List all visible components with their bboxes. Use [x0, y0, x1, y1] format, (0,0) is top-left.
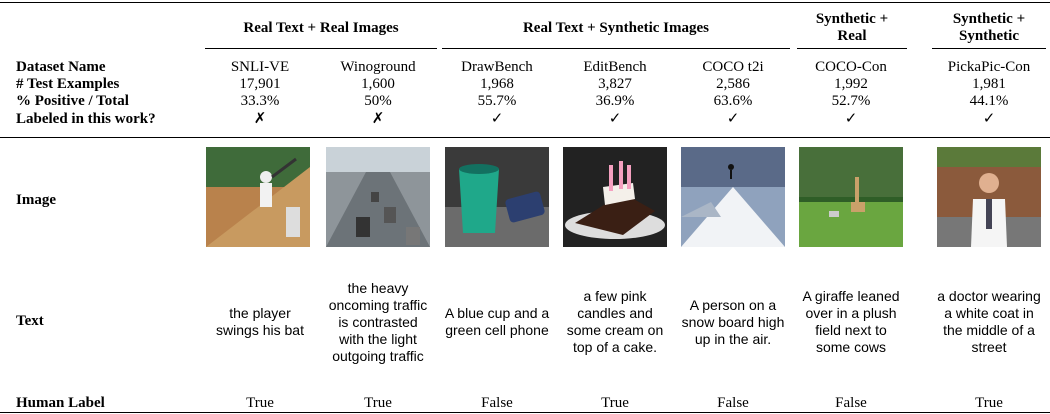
cell: 17,901 — [239, 76, 281, 92]
row-label: Image — [16, 192, 56, 208]
cell: ✓ — [844, 111, 858, 127]
image-cup — [445, 147, 549, 247]
top-rule — [0, 2, 1050, 3]
cell: Winoground — [340, 59, 416, 75]
row-label: Labeled in this work? — [16, 111, 156, 127]
cell: ✗ — [253, 111, 267, 127]
cell: 63.6% — [713, 93, 753, 109]
cell: 1,992 — [834, 76, 868, 92]
image-cake — [563, 147, 667, 247]
text-cell: A giraffe leaned over in a plush field n… — [802, 288, 900, 355]
image-traffic — [326, 147, 430, 247]
cell: EditBench — [583, 59, 647, 75]
group-header: Real Text + Synthetic Images — [522, 20, 710, 36]
text-cell: A blue cup and a green cell phone — [444, 305, 550, 338]
mid-rule — [0, 137, 1050, 138]
cell: 3,827 — [598, 76, 632, 92]
row-label: Text — [16, 313, 44, 329]
cell: ✗ — [371, 111, 385, 127]
row-label: # Test Examples — [16, 76, 120, 92]
cell: False — [717, 395, 749, 411]
cell: 33.3% — [240, 93, 280, 109]
cell: PickaPic-Con — [947, 59, 1031, 75]
cell: True — [601, 395, 629, 411]
cell: DrawBench — [461, 59, 533, 75]
cell: 1,968 — [480, 76, 514, 92]
row-label: Human Label — [16, 395, 105, 411]
cell: True — [246, 395, 274, 411]
cell: ✓ — [982, 111, 996, 127]
row-label: % Positive / Total — [16, 93, 129, 109]
group-underline — [932, 48, 1046, 49]
cell: True — [975, 395, 1003, 411]
cell: COCO t2i — [702, 59, 764, 75]
group-underline — [797, 48, 907, 49]
cell: False — [835, 395, 867, 411]
text-cell: a few pink candles and some cream on top… — [566, 288, 664, 355]
cell: COCO-Con — [815, 59, 887, 75]
cell: 1,600 — [361, 76, 395, 92]
cell: False — [481, 395, 513, 411]
text-cell: the heavy oncoming traffic is contrasted… — [328, 279, 428, 364]
group-header: Synthetic + Synthetic — [952, 11, 1026, 44]
text-cell: the player swings his bat — [216, 305, 304, 338]
cell: ✓ — [490, 111, 504, 127]
image-giraffe — [799, 147, 903, 247]
cell: 2,586 — [716, 76, 750, 92]
cell: True — [364, 395, 392, 411]
cell: 50% — [364, 93, 392, 109]
cell: 1,981 — [972, 76, 1006, 92]
cell: ✓ — [608, 111, 622, 127]
text-cell: A person on a snow board high up in the … — [681, 296, 785, 347]
cell: 44.1% — [969, 93, 1009, 109]
image-baseball — [206, 147, 310, 247]
group-underline — [442, 48, 790, 49]
cell: 55.7% — [477, 93, 517, 109]
group-header: Real Text + Real Images — [243, 20, 399, 36]
cell: 52.7% — [831, 93, 871, 109]
text-cell: a doctor wearing a white coat in the mid… — [937, 288, 1041, 355]
row-label: Dataset Name — [16, 59, 106, 75]
image-snowboard — [681, 147, 785, 247]
image-doctor — [937, 147, 1041, 247]
group-header: Synthetic + Real — [815, 11, 889, 44]
bottom-rule — [0, 412, 1050, 413]
cell: 36.9% — [595, 93, 635, 109]
cell: ✓ — [726, 111, 740, 127]
group-underline — [205, 48, 437, 49]
cell: SNLI-VE — [230, 59, 290, 75]
